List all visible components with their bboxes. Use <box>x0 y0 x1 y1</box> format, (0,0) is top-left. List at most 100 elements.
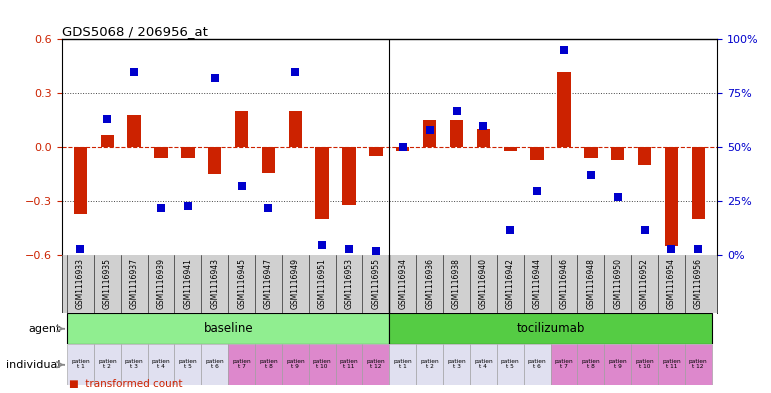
Text: agent: agent <box>28 324 60 334</box>
Bar <box>503 147 517 151</box>
Text: patien
t 1: patien t 1 <box>71 358 89 369</box>
Text: patien
t 11: patien t 11 <box>340 358 359 369</box>
Text: GSM1116934: GSM1116934 <box>399 258 407 309</box>
Point <box>370 248 382 254</box>
Text: GSM1116951: GSM1116951 <box>318 258 327 309</box>
Bar <box>201 344 228 385</box>
Bar <box>497 344 524 385</box>
Bar <box>369 147 382 156</box>
Point <box>477 123 490 129</box>
Bar <box>94 344 121 385</box>
Bar <box>67 313 389 344</box>
Bar <box>584 147 598 158</box>
Point <box>396 144 409 151</box>
Text: patien
t 5: patien t 5 <box>179 358 197 369</box>
Bar <box>550 344 577 385</box>
Bar <box>288 111 302 147</box>
Bar <box>449 120 463 147</box>
Text: tocilizumab: tocilizumab <box>517 322 584 335</box>
Bar <box>530 147 544 160</box>
Text: GSM1116950: GSM1116950 <box>613 258 622 309</box>
Point <box>450 107 463 114</box>
Bar <box>67 344 94 385</box>
Text: GSM1116956: GSM1116956 <box>694 258 702 309</box>
Bar <box>342 147 355 205</box>
Point <box>611 194 624 200</box>
Point <box>692 246 705 252</box>
Point <box>504 226 517 233</box>
Bar <box>335 344 362 385</box>
Text: patien
t 10: patien t 10 <box>313 358 332 369</box>
Bar <box>147 344 174 385</box>
Point <box>638 226 651 233</box>
Bar <box>235 111 248 147</box>
Point <box>209 75 221 81</box>
Bar <box>308 344 335 385</box>
Bar <box>208 147 221 174</box>
Bar <box>262 147 275 173</box>
Point <box>262 205 274 211</box>
Text: patien
t 11: patien t 11 <box>662 358 681 369</box>
Text: individual: individual <box>6 360 60 370</box>
Text: patien
t 2: patien t 2 <box>98 358 116 369</box>
Text: patien
t 6: patien t 6 <box>528 358 547 369</box>
Point <box>182 202 194 209</box>
Text: patien
t 3: patien t 3 <box>125 358 143 369</box>
Point <box>101 116 113 123</box>
Bar <box>685 344 712 385</box>
Bar <box>443 344 470 385</box>
Point <box>343 246 355 252</box>
Point <box>423 127 436 133</box>
Text: GSM1116939: GSM1116939 <box>157 258 166 309</box>
Point <box>584 172 597 178</box>
Bar <box>416 344 443 385</box>
Text: GSM1116945: GSM1116945 <box>237 258 246 309</box>
Bar <box>658 344 685 385</box>
Text: GSM1116947: GSM1116947 <box>264 258 273 309</box>
Bar <box>476 129 490 147</box>
Bar <box>631 344 658 385</box>
Point <box>155 205 167 211</box>
Bar <box>577 344 604 385</box>
Point <box>316 241 328 248</box>
Bar <box>524 344 550 385</box>
Text: patien
t 9: patien t 9 <box>286 358 305 369</box>
Point <box>128 68 140 75</box>
Text: GSM1116948: GSM1116948 <box>586 258 595 309</box>
Text: patien
t 8: patien t 8 <box>259 358 278 369</box>
Text: GSM1116949: GSM1116949 <box>291 258 300 309</box>
Text: GSM1116938: GSM1116938 <box>452 258 461 309</box>
Text: GSM1116952: GSM1116952 <box>640 258 649 309</box>
Point <box>557 47 570 53</box>
Text: patien
t 7: patien t 7 <box>554 358 574 369</box>
Text: GSM1116933: GSM1116933 <box>76 258 85 309</box>
Text: patien
t 2: patien t 2 <box>420 358 439 369</box>
Text: patien
t 10: patien t 10 <box>635 358 654 369</box>
Text: GDS5068 / 206956_at: GDS5068 / 206956_at <box>62 25 207 38</box>
Bar <box>604 344 631 385</box>
Text: GSM1116935: GSM1116935 <box>103 258 112 309</box>
Bar <box>665 147 678 246</box>
Text: patien
t 5: patien t 5 <box>501 358 520 369</box>
Point <box>235 183 247 189</box>
Text: patien
t 7: patien t 7 <box>232 358 251 369</box>
Bar <box>154 147 168 158</box>
Text: GSM1116936: GSM1116936 <box>425 258 434 309</box>
Bar <box>282 344 308 385</box>
Text: patien
t 1: patien t 1 <box>393 358 412 369</box>
Text: GSM1116940: GSM1116940 <box>479 258 488 309</box>
Bar <box>470 344 497 385</box>
Bar <box>389 344 416 385</box>
Bar <box>228 344 255 385</box>
Text: GSM1116937: GSM1116937 <box>130 258 139 309</box>
Bar <box>101 135 114 147</box>
Bar <box>423 120 436 147</box>
Text: patien
t 6: patien t 6 <box>205 358 224 369</box>
Bar <box>638 147 651 165</box>
Bar <box>362 344 389 385</box>
Text: GSM1116955: GSM1116955 <box>372 258 380 309</box>
Bar <box>396 147 409 151</box>
Text: GSM1116943: GSM1116943 <box>210 258 219 309</box>
Text: GSM1116953: GSM1116953 <box>345 258 354 309</box>
Text: patien
t 12: patien t 12 <box>689 358 708 369</box>
